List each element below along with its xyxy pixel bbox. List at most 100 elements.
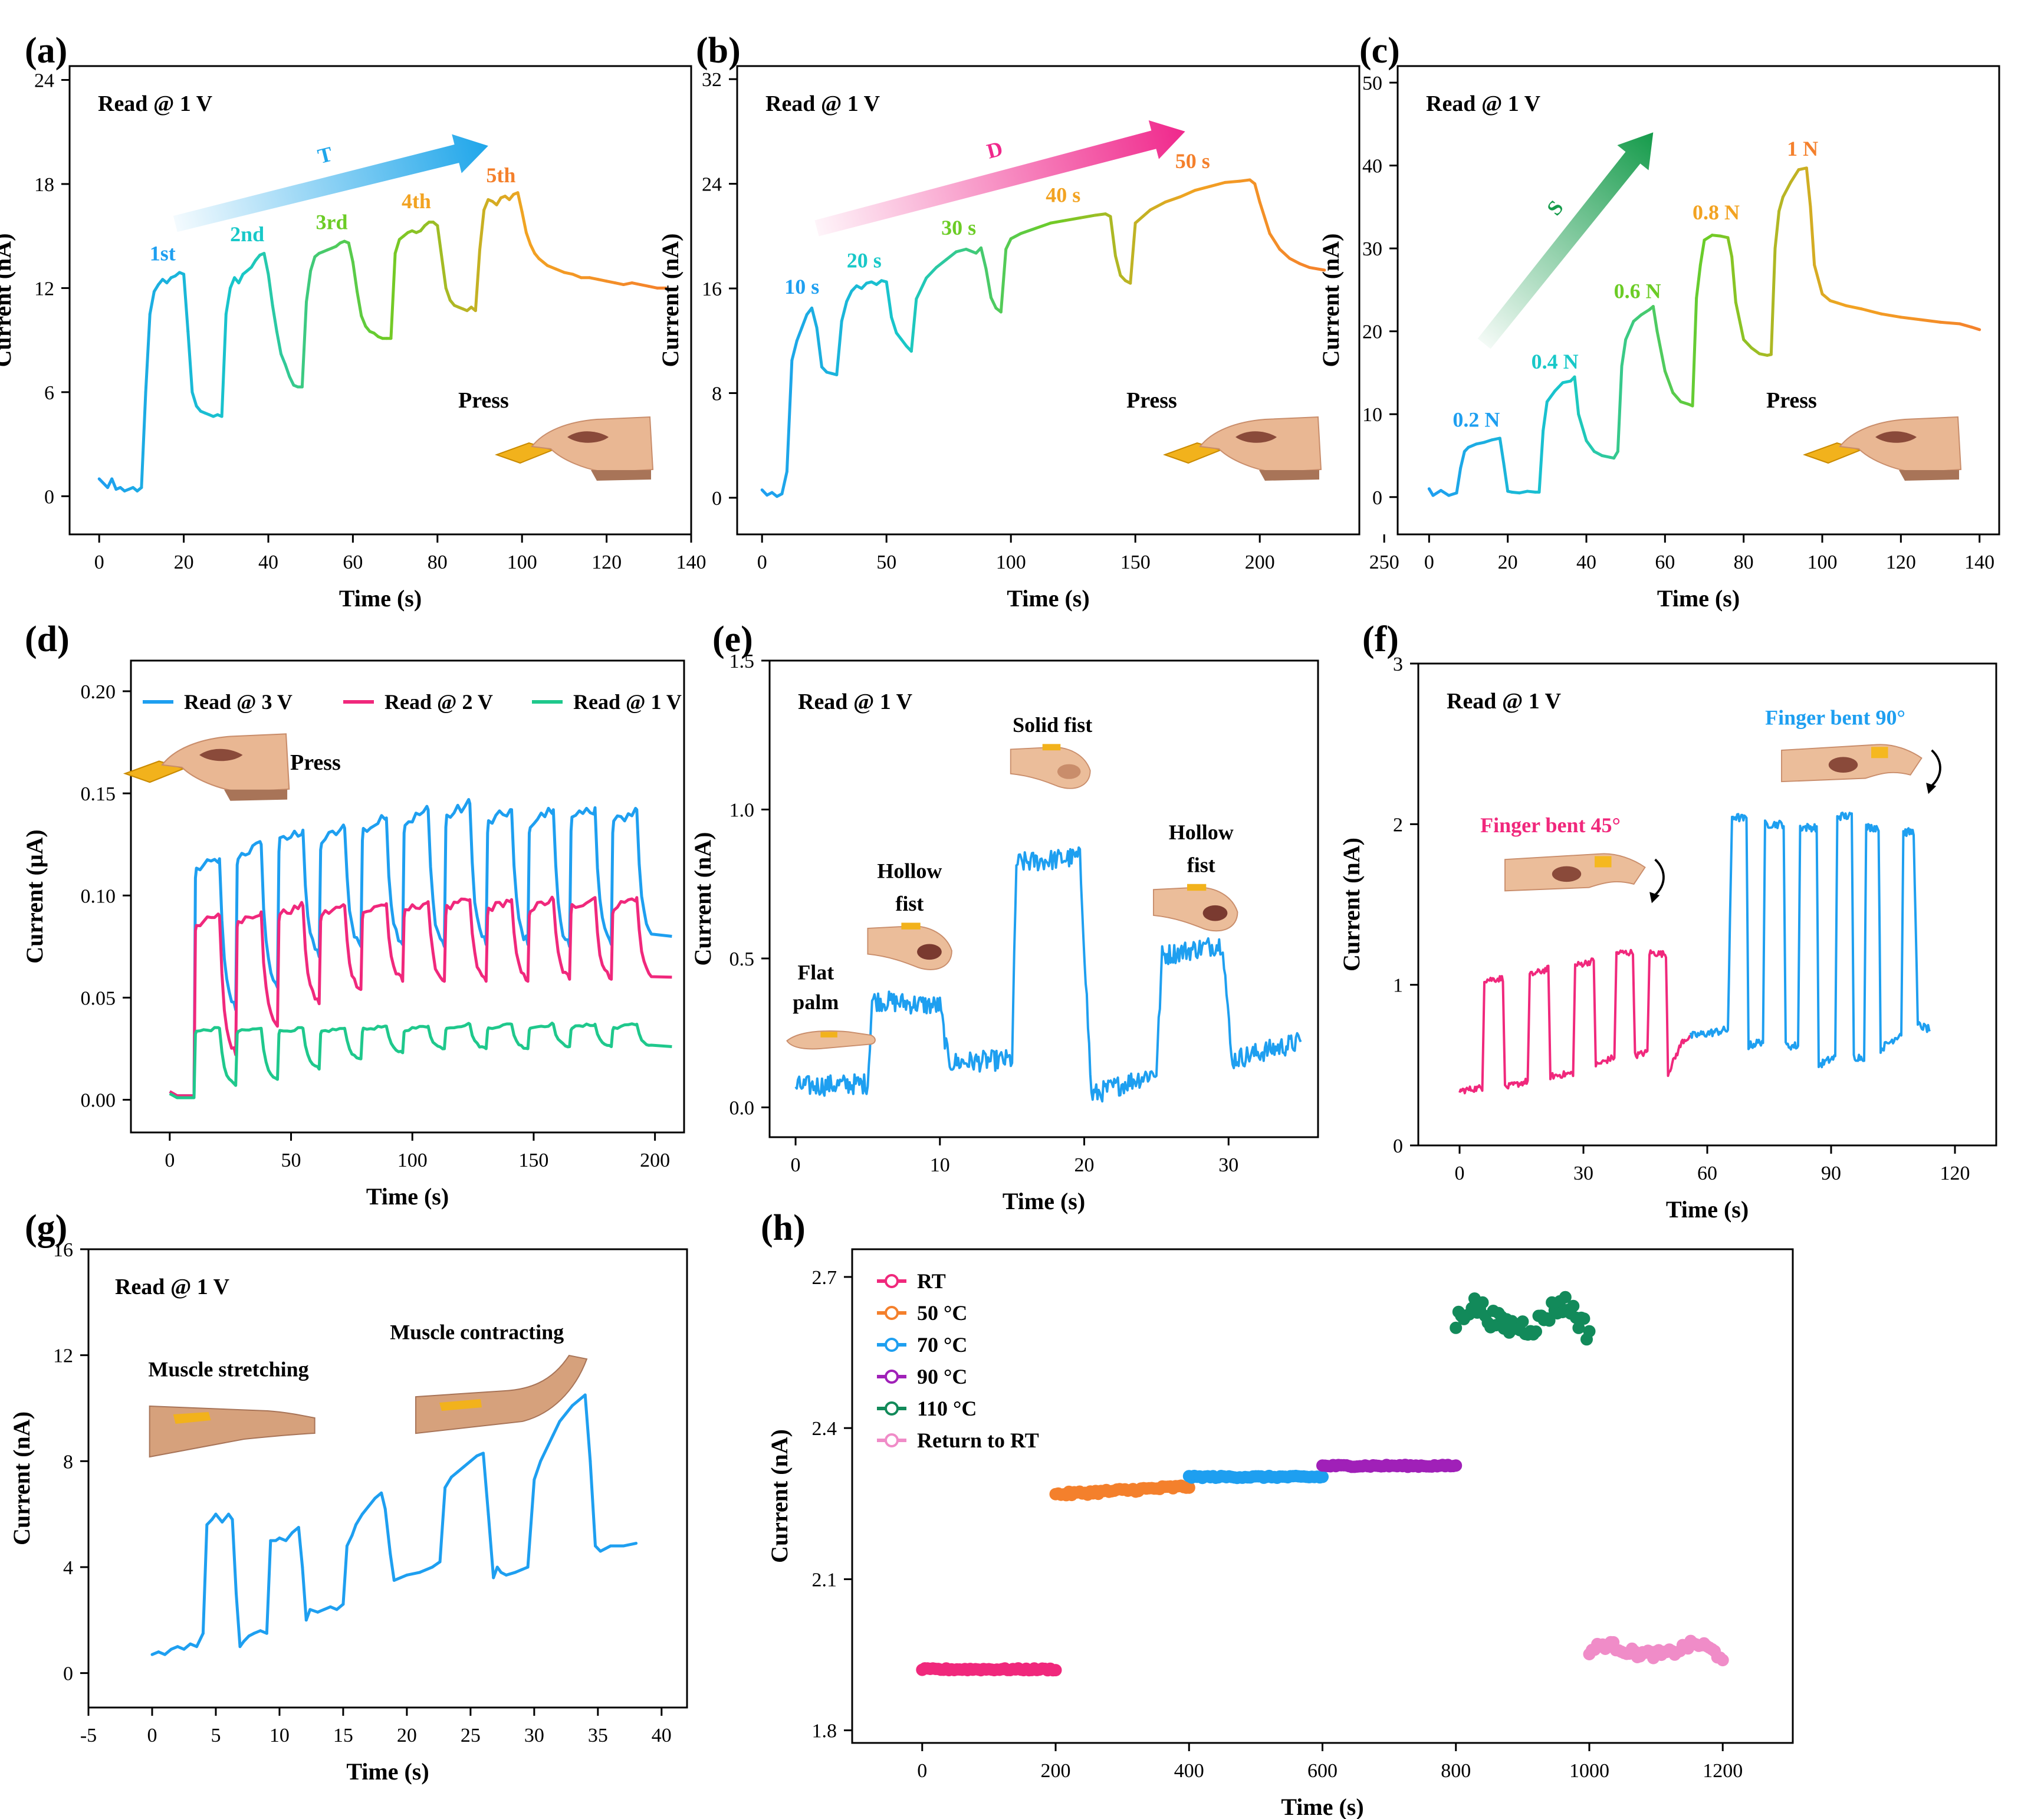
finger-bent-90-illustration bbox=[1781, 744, 1941, 794]
data-line-segment bbox=[341, 1544, 349, 1606]
data-line-segment bbox=[1938, 320, 1961, 326]
read-voltage-label: Read @ 1 V bbox=[98, 91, 213, 116]
data-series-line bbox=[169, 798, 672, 1098]
data-line-segment bbox=[231, 1518, 238, 1595]
data-line-segment bbox=[383, 1507, 392, 1556]
legend-marker bbox=[885, 1433, 899, 1447]
x-tick-label: 5 bbox=[211, 1725, 221, 1746]
data-line-segment bbox=[800, 313, 809, 330]
trend-arrow bbox=[814, 120, 1185, 237]
data-point bbox=[1559, 1291, 1572, 1303]
x-tick-label: 800 bbox=[1441, 1760, 1471, 1782]
data-line-segment bbox=[954, 248, 968, 254]
data-line-segment bbox=[835, 319, 843, 376]
data-line-segment bbox=[492, 1565, 499, 1580]
data-series-markers bbox=[1583, 1634, 1729, 1667]
data-line-segment bbox=[785, 359, 794, 474]
data-line-segment bbox=[1034, 221, 1053, 230]
data-line-segment bbox=[262, 252, 270, 276]
contracted-arm-illustration bbox=[415, 1354, 588, 1434]
panel-label: (g) bbox=[25, 1208, 67, 1248]
data-line-segment bbox=[360, 1505, 370, 1516]
data-point bbox=[1543, 1314, 1556, 1327]
data-line-segment bbox=[1129, 221, 1137, 285]
data-line-segment bbox=[1004, 237, 1013, 251]
data-point bbox=[1516, 1315, 1529, 1328]
data-line-segment bbox=[1113, 254, 1122, 277]
data-line-segment bbox=[186, 330, 194, 394]
data-line-segment bbox=[1298, 262, 1312, 270]
y-axis-label: Current (μA) bbox=[21, 829, 48, 963]
data-line-segment bbox=[271, 304, 278, 333]
chart-panel-h: (h) 0 200 400 600 800 1000 1200 1.8 2.1 2.4 2.7 Time… bbox=[761, 1208, 1794, 1819]
plot-frame bbox=[130, 659, 685, 1134]
data-line-segment bbox=[890, 316, 898, 334]
x-tick-label: 100 bbox=[507, 551, 537, 573]
fist-cavity-icon bbox=[1202, 905, 1228, 921]
data-line-segment bbox=[224, 286, 232, 316]
data-line-segment bbox=[1970, 326, 1981, 331]
y-axis-label: Current (nA) bbox=[689, 832, 716, 966]
data-line-segment bbox=[443, 1475, 453, 1489]
data-annotation: 10 s bbox=[784, 275, 819, 298]
x-tick-label: 150 bbox=[518, 1150, 548, 1171]
x-tick-label: 10 bbox=[930, 1154, 950, 1176]
y-axis-label: Current (nA) bbox=[1338, 838, 1365, 971]
x-axis-label: Time (s) bbox=[346, 1758, 429, 1785]
y-tick-label: 10 bbox=[1362, 404, 1382, 426]
data-line-segment bbox=[195, 1631, 205, 1649]
fist-cavity-icon bbox=[917, 944, 942, 960]
data-line-segment bbox=[300, 300, 308, 389]
bend-arrowhead-icon bbox=[1926, 783, 1937, 794]
y-tick-label: 3 bbox=[1393, 654, 1403, 675]
x-tick-label: 40 bbox=[1576, 551, 1596, 573]
y-tick-label: 16 bbox=[702, 278, 722, 300]
data-point bbox=[1049, 1664, 1062, 1677]
data-line-segment bbox=[301, 1565, 308, 1622]
panel-label: (b) bbox=[696, 31, 741, 71]
read-voltage-label: Read @ 1 V bbox=[1426, 91, 1541, 116]
legend-marker bbox=[885, 1338, 899, 1352]
x-tick-label: 120 bbox=[591, 551, 622, 573]
hand-shape-icon bbox=[1199, 416, 1322, 474]
palm-shape-icon bbox=[786, 1030, 876, 1050]
hand-shape-icon bbox=[531, 416, 654, 474]
y-tick-label: 1.8 bbox=[812, 1721, 837, 1742]
y-tick-label: 1.0 bbox=[729, 800, 755, 822]
y-tick-label: 0 bbox=[712, 488, 722, 510]
data-line-segment bbox=[275, 330, 283, 356]
data-line-segment bbox=[1624, 320, 1635, 342]
data-annotation: 0.8 N bbox=[1693, 201, 1740, 224]
data-line-segment bbox=[935, 258, 948, 270]
legend-label: 50 °C bbox=[917, 1301, 967, 1325]
data-line-segment bbox=[347, 241, 354, 264]
y-tick-label: 16 bbox=[53, 1239, 73, 1261]
data-line-segment bbox=[1094, 212, 1108, 217]
x-tick-label: 200 bbox=[640, 1150, 670, 1171]
data-line-segment bbox=[1639, 308, 1651, 317]
legend-label: 70 °C bbox=[917, 1333, 967, 1357]
bend-arrow-icon bbox=[1651, 858, 1665, 899]
read-voltage-label: Read @ 1 V bbox=[798, 689, 913, 714]
x-tick-label: 60 bbox=[1697, 1163, 1717, 1184]
trend-arrow-label: T bbox=[316, 142, 335, 169]
data-line-segment bbox=[1049, 219, 1067, 225]
y-axis-label: Current (nA) bbox=[657, 233, 683, 367]
panel-label: (a) bbox=[25, 31, 67, 71]
data-line-segment bbox=[265, 1539, 272, 1635]
panel-label: (d) bbox=[25, 619, 70, 659]
panel-label: (h) bbox=[761, 1208, 806, 1248]
data-line-segment bbox=[478, 208, 486, 252]
data-series-markers bbox=[916, 1662, 1062, 1677]
data-line-segment bbox=[284, 363, 291, 378]
y-tick-label: 1 bbox=[1393, 975, 1403, 997]
plot-frame bbox=[87, 1248, 688, 1709]
data-line-segment bbox=[350, 1523, 358, 1537]
y-tick-label: 0.15 bbox=[81, 783, 116, 805]
data-line-segment bbox=[487, 1512, 495, 1580]
data-line-segment bbox=[1268, 232, 1281, 251]
panel-label: (c) bbox=[1359, 31, 1400, 71]
x-tick-label: 0 bbox=[791, 1154, 801, 1176]
trend-arrow-label: S bbox=[1542, 196, 1568, 220]
data-line-segment bbox=[288, 375, 295, 387]
